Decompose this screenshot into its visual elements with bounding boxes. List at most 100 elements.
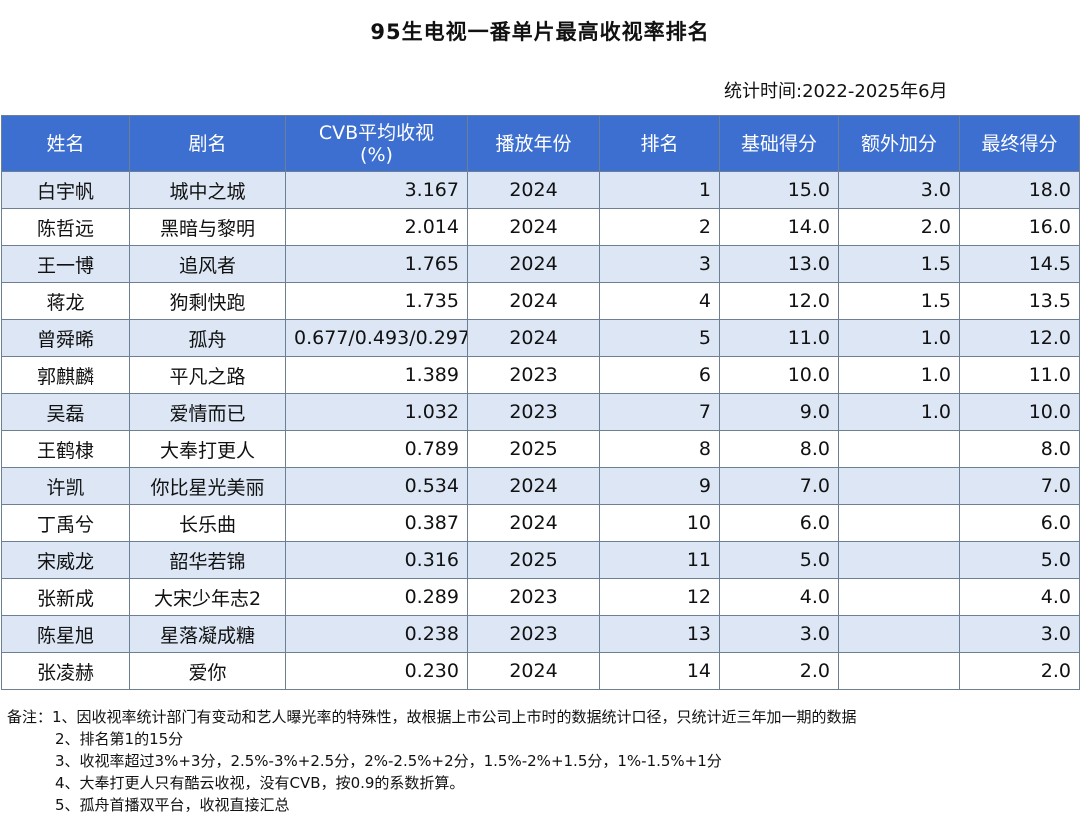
cell-name: 吴磊 [1,393,130,431]
cell-final-score: 8.0 [959,430,1080,468]
cell-final-score: 4.0 [959,578,1080,616]
cell-base-score: 15.0 [719,171,839,209]
cell-drama: 城中之城 [129,171,286,209]
cell-bonus: 1.5 [838,245,960,283]
cell-cvb: 2.014 [285,208,468,246]
cell-final-score: 18.0 [959,171,1080,209]
cell-final-score: 13.5 [959,282,1080,320]
header-rank: 排名 [599,115,720,172]
cell-rank: 1 [599,171,720,209]
header-year: 播放年份 [467,115,600,172]
cell-year: 2023 [467,356,600,394]
cell-final-score: 5.0 [959,541,1080,579]
cell-base-score: 9.0 [719,393,839,431]
cell-bonus: 1.0 [838,319,960,357]
cell-bonus [838,504,960,542]
table-row: 张凌赫 爱你 0.230 2024 14 2.0 2.0 [1,652,1080,690]
cell-rank: 13 [599,615,720,653]
cell-base-score: 10.0 [719,356,839,394]
table-row: 张新成 大宋少年志2 0.289 2023 12 4.0 4.0 [1,578,1080,616]
cell-final-score: 16.0 [959,208,1080,246]
cell-name: 蒋龙 [1,282,130,320]
note-line: 4、大奉打更人只有酷云收视，没有CVB，按0.9的系数折算。 [55,774,465,792]
cell-year: 2024 [467,652,600,690]
table-row: 王鹤棣 大奉打更人 0.789 2025 8 8.0 8.0 [1,430,1080,468]
cell-year: 2024 [467,171,600,209]
header-final-score: 最终得分 [959,115,1080,172]
cell-name: 张凌赫 [1,652,130,690]
cell-drama: 大奉打更人 [129,430,286,468]
cell-year: 2024 [467,467,600,505]
cell-bonus: 2.0 [838,208,960,246]
cell-base-score: 6.0 [719,504,839,542]
cell-cvb: 0.230 [285,652,468,690]
table-row: 许凯 你比星光美丽 0.534 2024 9 7.0 7.0 [1,467,1080,505]
cell-name: 郭麒麟 [1,356,130,394]
cell-bonus [838,652,960,690]
cell-drama: 韶华若锦 [129,541,286,579]
stat-time: 统计时间:2022-2025年6月 [724,81,948,102]
cell-cvb: 0.789 [285,430,468,468]
cell-bonus: 1.0 [838,356,960,394]
cell-name: 白宇帆 [1,171,130,209]
cell-drama: 狗剩快跑 [129,282,286,320]
cell-name: 许凯 [1,467,130,505]
table-row: 郭麒麟 平凡之路 1.389 2023 6 10.0 1.0 11.0 [1,356,1080,394]
cell-drama: 追风者 [129,245,286,283]
cell-rank: 5 [599,319,720,357]
page-title: 95生电视一番单片最高收视率排名 [370,20,710,44]
table-row: 丁禹兮 长乐曲 0.387 2024 10 6.0 6.0 [1,504,1080,542]
cell-drama: 大宋少年志2 [129,578,286,616]
cell-base-score: 12.0 [719,282,839,320]
cell-year: 2023 [467,615,600,653]
cell-name: 陈星旭 [1,615,130,653]
cell-final-score: 7.0 [959,467,1080,505]
cell-rank: 9 [599,467,720,505]
table-row: 曾舜晞 孤舟 0.677/0.493/0.297 2024 5 11.0 1.0 12.0 [1,319,1080,357]
cell-cvb: 0.289 [285,578,468,616]
cell-cvb: 1.735 [285,282,468,320]
note-line: 备注：1、因收视率统计部门有变动和艺人曝光率的特殊性，故根据上市公司上市时的数据… [7,708,857,726]
cell-rank: 7 [599,393,720,431]
cell-year: 2023 [467,578,600,616]
cell-name: 王一博 [1,245,130,283]
header-cvb-label: CVB平均收视 (%) [318,121,435,166]
cell-year: 2025 [467,541,600,579]
table-row: 陈星旭 星落凝成糖 0.238 2023 13 3.0 3.0 [1,615,1080,653]
cell-drama: 平凡之路 [129,356,286,394]
cell-year: 2024 [467,319,600,357]
cell-bonus [838,541,960,579]
table-row: 宋威龙 韶华若锦 0.316 2025 11 5.0 5.0 [1,541,1080,579]
cell-cvb: 0.677/0.493/0.297 [285,319,468,357]
table-header-row: 姓名 剧名 CVB平均收视 (%) 播放年份 排名 基础得分 额外加分 最终得分 [1,115,1080,172]
cell-base-score: 13.0 [719,245,839,283]
cell-drama: 长乐曲 [129,504,286,542]
cell-cvb: 1.765 [285,245,468,283]
cell-name: 宋威龙 [1,541,130,579]
cell-bonus: 3.0 [838,171,960,209]
cell-cvb: 0.534 [285,467,468,505]
cell-base-score: 2.0 [719,652,839,690]
ranking-table: 姓名 剧名 CVB平均收视 (%) 播放年份 排名 基础得分 额外加分 最终得分… [1,115,1080,690]
header-drama: 剧名 [129,115,286,172]
cell-year: 2023 [467,393,600,431]
cell-rank: 3 [599,245,720,283]
cell-final-score: 11.0 [959,356,1080,394]
cell-bonus [838,430,960,468]
table-row: 蒋龙 狗剩快跑 1.735 2024 4 12.0 1.5 13.5 [1,282,1080,320]
cell-final-score: 2.0 [959,652,1080,690]
table-body: 白宇帆 城中之城 3.167 2024 1 15.0 3.0 18.0 陈哲远 黑暗与黎明 2.01… [1,171,1080,690]
cell-cvb: 0.238 [285,615,468,653]
cell-base-score: 4.0 [719,578,839,616]
header-cvb: CVB平均收视 (%) [285,115,468,172]
cell-name: 张新成 [1,578,130,616]
header-base-score: 基础得分 [719,115,839,172]
cell-rank: 11 [599,541,720,579]
note-line: 2、排名第1的15分 [55,730,184,748]
cell-name: 王鹤棣 [1,430,130,468]
cell-cvb: 0.387 [285,504,468,542]
cell-bonus [838,578,960,616]
cell-final-score: 12.0 [959,319,1080,357]
cell-rank: 4 [599,282,720,320]
cell-base-score: 14.0 [719,208,839,246]
